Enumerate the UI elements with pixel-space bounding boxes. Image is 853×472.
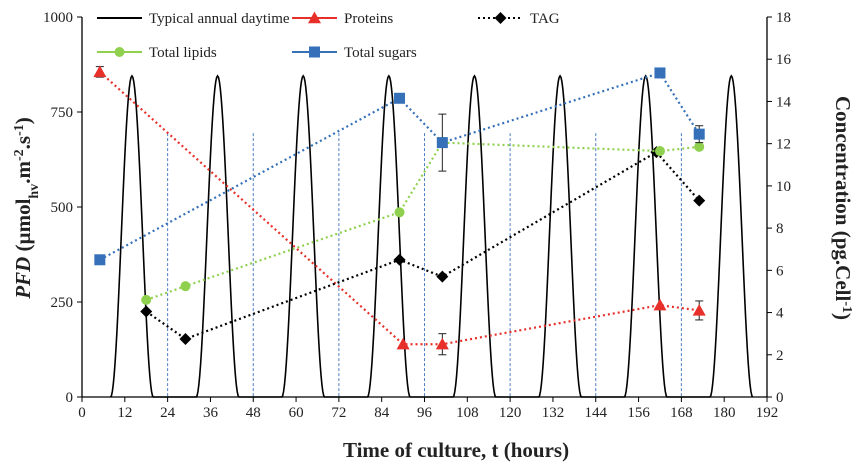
x-tick-label-2: 24 (160, 405, 176, 421)
data-point-total-lipids-4 (655, 146, 665, 156)
right-y-tick-label-1: 2 (776, 348, 784, 364)
left-y-axis-title-subscript: hv (27, 184, 42, 199)
x-tick-label-10: 120 (499, 405, 522, 421)
legend-label-tag: TAG (530, 11, 560, 27)
right-y-tick-label-6: 12 (776, 137, 791, 153)
right-y-axis-title-part1: Concentration (pg.Cell (831, 96, 853, 301)
right-y-tick-label-9: 18 (776, 10, 791, 26)
right-y-axis-title-superscript: -1 (840, 301, 853, 313)
x-tick-label-8: 96 (417, 405, 433, 421)
left-y-axis-title-part4: ) (11, 117, 35, 124)
left-y-tick-label-4: 1000 (43, 10, 73, 26)
right-y-tick-label-3: 6 (776, 263, 784, 279)
x-axis-title: Time of culture, t (hours) (343, 438, 569, 462)
data-point-total-sugars-2 (437, 137, 448, 148)
legend-label-proteins: Proteins (344, 11, 393, 27)
left-y-axis-title-italic: PFD (11, 257, 35, 300)
right-y-tick-label-0: 0 (776, 390, 784, 406)
legend-label-total-sugars: Total sugars (344, 45, 417, 61)
right-y-tick-label-8: 16 (776, 52, 792, 68)
left-y-axis-title-part1: (µmol (11, 198, 35, 256)
data-point-total-lipids-1 (180, 281, 190, 291)
x-tick-label-7: 84 (374, 405, 390, 421)
data-point-total-lipids-2 (395, 207, 405, 217)
right-y-tick-label-7: 14 (776, 94, 792, 110)
x-tick-label-0: 0 (78, 405, 86, 421)
legend-swatch-marker-total-lipids (115, 47, 125, 57)
left-y-axis-title-superscript-2: -1 (12, 124, 27, 136)
right-y-axis-title-part2: ) (831, 313, 853, 320)
right-y-tick-label-2: 4 (776, 306, 784, 322)
left-y-tick-label-0: 0 (66, 390, 74, 406)
legend-label-typical-annual-daytime: Typical annual daytime (149, 11, 290, 27)
x-tick-label-14: 168 (670, 405, 693, 421)
data-point-total-sugars-1 (394, 93, 405, 104)
right-y-tick-label-5: 10 (776, 179, 791, 195)
x-tick-label-1: 12 (117, 405, 132, 421)
data-point-total-lipids-0 (141, 295, 151, 305)
x-tick-label-5: 60 (289, 405, 304, 421)
left-y-axis-title-part2: .m (11, 161, 35, 184)
x-tick-label-15: 180 (713, 405, 736, 421)
x-tick-label-12: 144 (585, 405, 608, 421)
left-y-tick-label-3: 750 (51, 105, 74, 121)
x-tick-label-4: 48 (246, 405, 261, 421)
x-tick-label-16: 192 (756, 405, 779, 421)
right-y-axis-title: Concentration (pg.Cell-1) (831, 96, 853, 320)
x-tick-label-3: 36 (203, 405, 219, 421)
data-point-total-lipids-5 (694, 142, 704, 152)
x-tick-label-9: 108 (456, 405, 479, 421)
left-y-tick-label-2: 500 (51, 200, 74, 216)
data-point-total-sugars-0 (94, 254, 105, 265)
data-point-total-sugars-3 (654, 67, 665, 78)
left-y-axis-title-superscript-1: -2 (12, 149, 27, 161)
x-tick-label-6: 72 (331, 405, 346, 421)
x-tick-label-13: 156 (627, 405, 650, 421)
data-point-total-sugars-4 (694, 129, 705, 140)
x-tick-label-11: 132 (542, 405, 565, 421)
legend-label-total-lipids: Total lipids (149, 45, 217, 61)
left-y-tick-label-1: 250 (51, 295, 74, 311)
legend-swatch-marker-total-sugars (309, 47, 320, 58)
left-y-axis-title-part3: .s (11, 136, 35, 149)
right-y-tick-label-4: 8 (776, 221, 784, 237)
